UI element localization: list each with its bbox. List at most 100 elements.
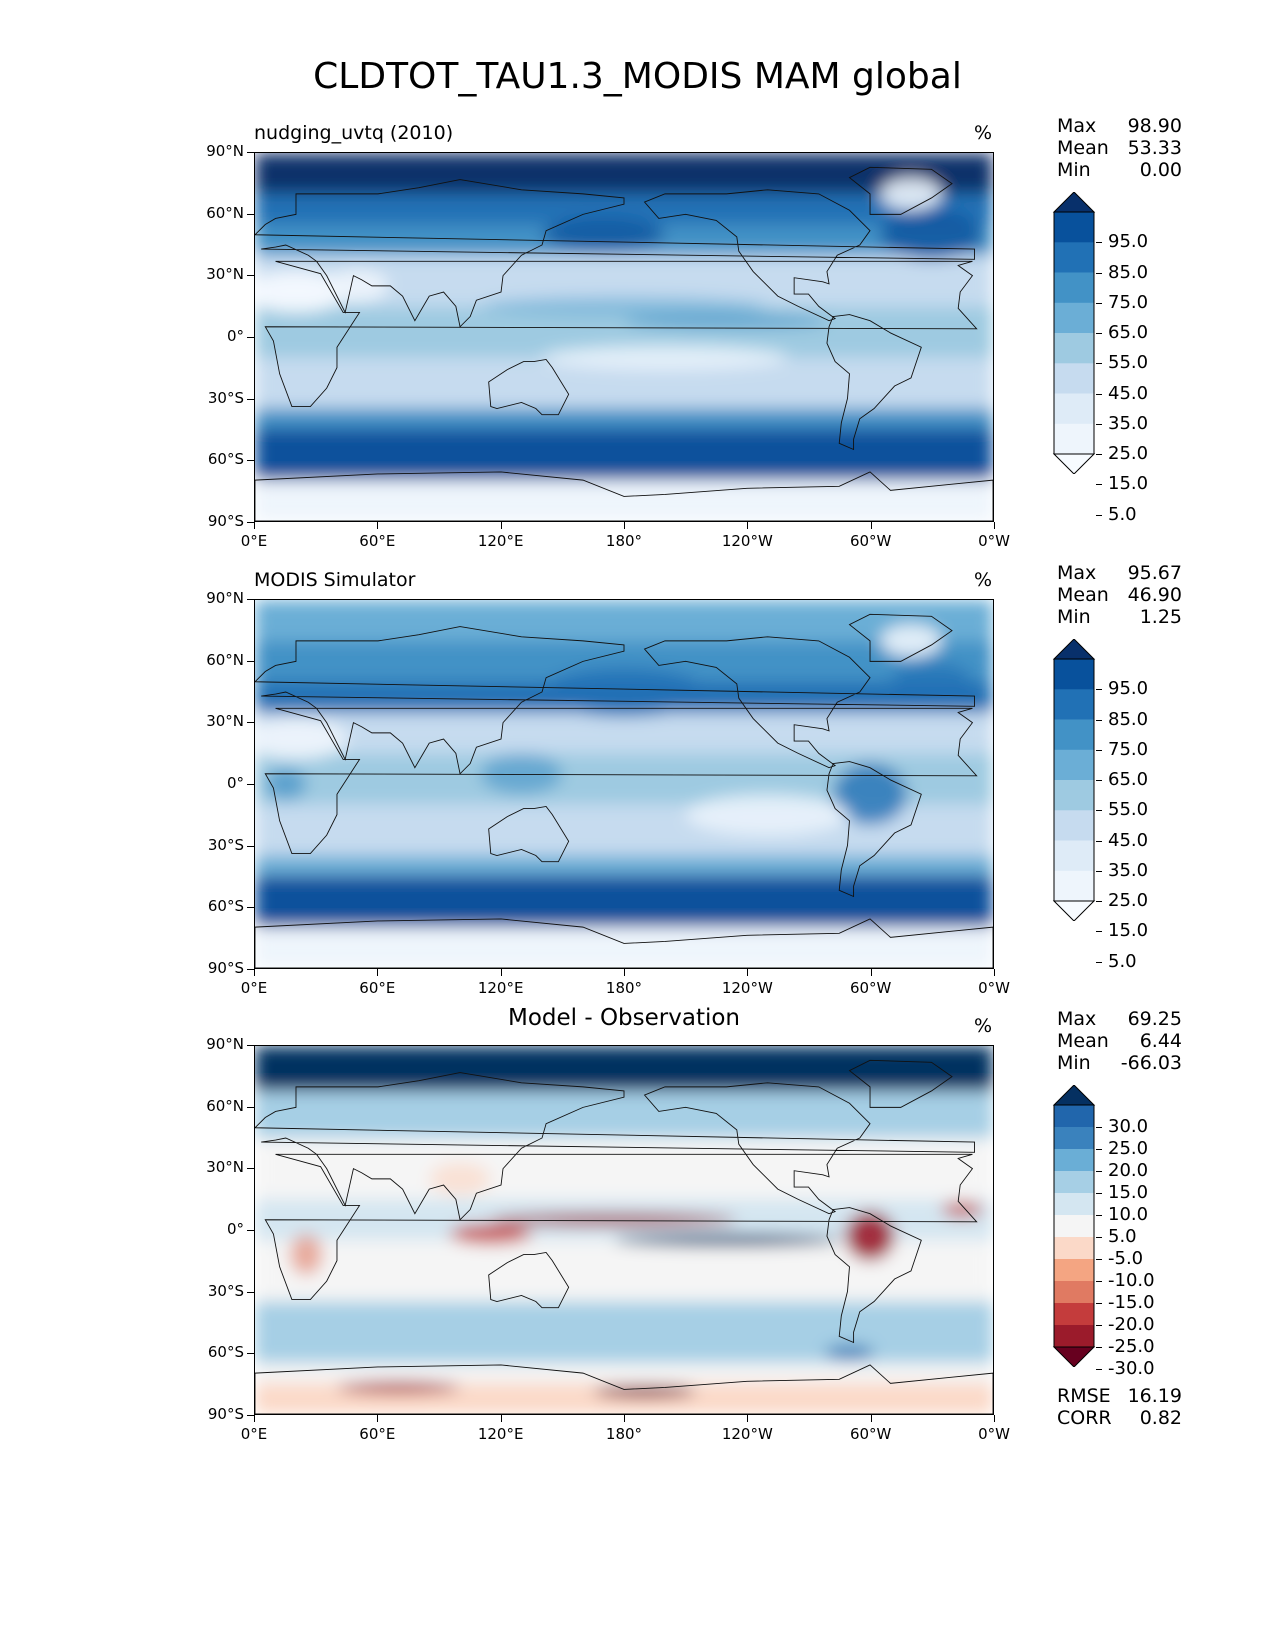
stat-value: 98.90	[1127, 115, 1182, 137]
colorbar-tick	[1096, 363, 1102, 365]
figure-title: CLDTOT_TAU1.3_MODIS MAM global	[313, 56, 962, 97]
lat-tick-label: 0°	[226, 1220, 244, 1238]
stat-row: Min 1.25	[1057, 606, 1182, 628]
colorbar-label: -25.0	[1108, 1336, 1155, 1357]
colorbar-label: 45.0	[1108, 382, 1149, 404]
lon-tick-label: 0°E	[240, 532, 268, 550]
metric-value: 16.19	[1127, 1385, 1182, 1407]
lat-tick	[247, 460, 254, 462]
lon-tick	[994, 969, 995, 976]
lat-tick	[247, 213, 254, 215]
colorbar-tick	[1096, 810, 1102, 812]
colorbar-tick	[1096, 961, 1102, 963]
colorbar-label: -20.0	[1108, 1314, 1155, 1335]
colorbar-label: 15.0	[1108, 920, 1149, 942]
lon-tick	[624, 1415, 625, 1422]
stat-row: Min 0.00	[1057, 159, 1182, 181]
lat-tick-label: 60°S	[207, 897, 244, 916]
colorbar-tick	[1096, 1369, 1102, 1370]
colorbar-tick	[1096, 870, 1102, 872]
colorbar-label: 55.0	[1108, 352, 1149, 374]
contour-map	[254, 1045, 994, 1415]
stat-value: 1.25	[1139, 606, 1182, 628]
colorbar-segment	[1052, 900, 1096, 921]
lat-tick	[247, 1168, 254, 1170]
stat-label: Mean	[1057, 1030, 1109, 1052]
colorbar-segment	[1054, 242, 1094, 274]
units-label: %	[974, 122, 993, 144]
metric-label: RMSE	[1057, 1385, 1111, 1407]
lon-tick-label: 0°E	[240, 1425, 268, 1443]
lon-tick	[994, 1415, 995, 1422]
lat-tick-label: 90°S	[207, 959, 244, 977]
lat-tick-label: 30°N	[206, 712, 244, 731]
colorbar-tick	[1096, 1281, 1102, 1282]
lon-tick-label: 0°W	[978, 1425, 1010, 1443]
stat-label: Max	[1057, 1008, 1097, 1030]
lat-tick	[247, 722, 254, 724]
lon-tick-label: 120°E	[477, 532, 524, 550]
colorbar-label: 45.0	[1108, 829, 1149, 851]
lat-tick-label: 90°N	[206, 1035, 244, 1053]
colorbar-tick	[1096, 272, 1102, 274]
lon-tick	[994, 522, 995, 529]
map-panel-3: Model - Observation% 90°N 60°N 30°N 0° 30°S 6…	[0, 0, 1275, 1443]
stat-row: Mean 46.90	[1057, 584, 1182, 606]
stat-label: Mean	[1057, 584, 1109, 606]
colorbar-segment	[1052, 1346, 1096, 1367]
colorbar-tick	[1096, 749, 1102, 751]
contour-map	[254, 599, 994, 969]
lat-tick	[247, 784, 254, 785]
stat-value: 46.90	[1127, 584, 1182, 606]
lat-tick	[247, 1045, 254, 1046]
stat-label: Min	[1057, 1052, 1091, 1074]
colorbar-label: 65.0	[1108, 322, 1149, 343]
lon-tick	[747, 1415, 749, 1422]
lon-tick-label: 60°W	[849, 1425, 892, 1443]
colorbar-segment	[1054, 1127, 1094, 1150]
colorbar-tick	[1096, 423, 1102, 425]
lon-tick-label: 120°W	[721, 532, 773, 550]
stat-row: Max 98.90	[1057, 115, 1182, 137]
colorbar-label: -15.0	[1108, 1292, 1155, 1313]
colorbar-segment	[1054, 1193, 1094, 1216]
stat-label: Mean	[1057, 137, 1109, 159]
colorbar-tick	[1096, 302, 1102, 304]
colorbar-tick	[1096, 333, 1102, 334]
lon-tick	[254, 969, 255, 976]
lon-tick	[377, 969, 379, 976]
lat-tick	[247, 845, 254, 847]
colorbar-tick	[1096, 931, 1102, 933]
lat-tick	[247, 275, 254, 277]
colorbar-label: 25.0	[1108, 443, 1149, 464]
colorbar-tick	[1096, 840, 1102, 842]
colorbar-label: 55.0	[1108, 799, 1149, 821]
colorbar-label: 25.0	[1108, 1138, 1149, 1159]
colorbar-segment	[1054, 1303, 1094, 1326]
colorbar	[1052, 192, 1114, 474]
colorbar-segment	[1054, 1281, 1094, 1304]
stat-value: 69.25	[1127, 1008, 1182, 1030]
colorbar-tick	[1096, 1193, 1102, 1194]
lon-tick	[870, 1415, 872, 1422]
lat-tick-label: 30°N	[206, 1158, 244, 1177]
units-label: %	[974, 569, 993, 591]
lon-tick-label: 0°W	[978, 979, 1010, 997]
lon-tick	[870, 522, 872, 529]
stat-label: Min	[1057, 159, 1091, 181]
colorbar-tick	[1096, 484, 1102, 486]
lon-tick-label: 120°W	[721, 979, 773, 997]
colorbar-label: 15.0	[1108, 1182, 1149, 1203]
lat-tick	[247, 1230, 254, 1231]
colorbar-tick	[1096, 1215, 1102, 1216]
lat-tick-label: 60°N	[206, 203, 244, 222]
colorbar-segment	[1054, 212, 1094, 243]
metric-row: RMSE 16.19	[1057, 1385, 1182, 1407]
lat-tick-label: 60°N	[206, 1096, 244, 1115]
metric-value: 0.82	[1139, 1407, 1182, 1429]
lat-tick-label: 90°N	[206, 589, 244, 607]
panel-title: Model - Observation	[507, 1005, 741, 1031]
lat-tick-label: 90°S	[207, 1405, 244, 1423]
colorbar-tick	[1096, 514, 1102, 516]
stat-label: Max	[1057, 562, 1097, 584]
